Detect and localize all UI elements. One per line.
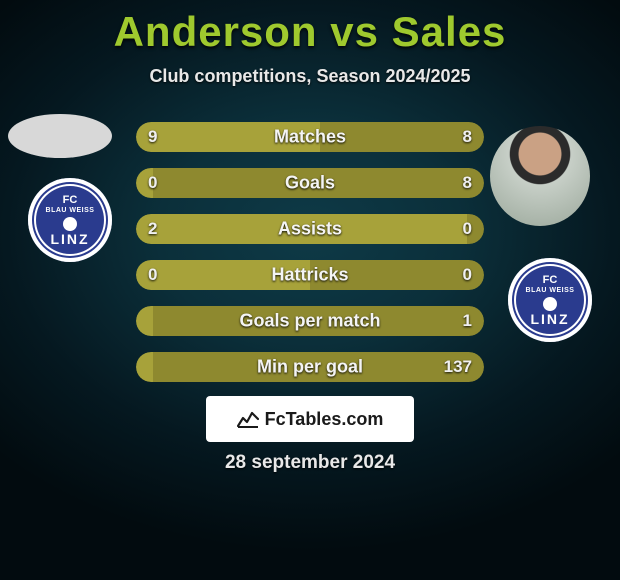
bar-left-value: 2 <box>148 219 157 239</box>
bar-left-value: 9 <box>148 127 157 147</box>
bar-left-value: 0 <box>148 265 157 285</box>
badge-line2: BLAU WEISS <box>46 207 95 214</box>
subtitle: Club competitions, Season 2024/2025 <box>0 66 620 87</box>
bar-right-value: 8 <box>463 173 472 193</box>
player-right-avatar <box>490 126 590 226</box>
badge-line1: FC <box>63 195 78 206</box>
club-badge-left: FC BLAU WEISS LINZ <box>28 178 112 262</box>
player-left-avatar <box>8 114 112 158</box>
brand-logo-icon <box>237 409 259 429</box>
bar-right-value: 0 <box>463 265 472 285</box>
stat-bar: 137Min per goal <box>136 352 484 382</box>
badge-line3: LINZ <box>50 232 89 246</box>
page-title: Anderson vs Sales <box>0 0 620 56</box>
stat-bar: 08Goals <box>136 168 484 198</box>
bar-left-fill <box>136 260 310 290</box>
stat-bar: 98Matches <box>136 122 484 152</box>
badge-ball-icon <box>543 297 557 311</box>
bar-right-fill <box>153 306 484 336</box>
bar-right-fill <box>320 122 484 152</box>
stat-bar: 1Goals per match <box>136 306 484 336</box>
bar-left-value: 0 <box>148 173 157 193</box>
stat-bar: 20Assists <box>136 214 484 244</box>
bar-right-value: 8 <box>463 127 472 147</box>
badge-line1: FC <box>543 275 558 286</box>
bar-right-value: 1 <box>463 311 472 331</box>
brand-text: FcTables.com <box>265 409 384 430</box>
bar-right-value: 137 <box>444 357 472 377</box>
stats-bars: 98Matches08Goals20Assists00Hattricks1Goa… <box>136 122 484 398</box>
bar-left-fill <box>136 306 153 336</box>
bar-left-fill <box>136 214 467 244</box>
badge-line3: LINZ <box>530 312 569 326</box>
bar-right-fill <box>153 168 484 198</box>
brand-pill[interactable]: FcTables.com <box>206 396 414 442</box>
badge-line2: BLAU WEISS <box>526 287 575 294</box>
badge-ball-icon <box>63 217 77 231</box>
bar-right-fill <box>153 352 484 382</box>
stat-bar: 00Hattricks <box>136 260 484 290</box>
date-text: 28 september 2024 <box>0 452 620 474</box>
bar-right-value: 0 <box>463 219 472 239</box>
club-badge-right: FC BLAU WEISS LINZ <box>508 258 592 342</box>
bar-left-fill <box>136 352 153 382</box>
bar-right-fill <box>310 260 484 290</box>
bar-left-fill <box>136 122 320 152</box>
